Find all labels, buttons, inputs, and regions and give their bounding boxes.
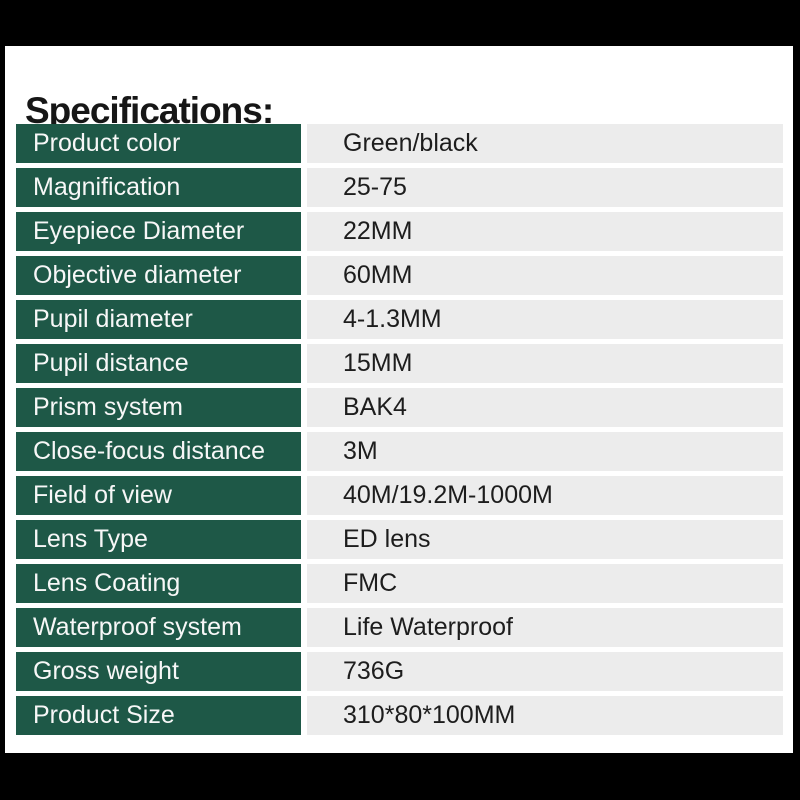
spec-label: Lens Type xyxy=(16,520,301,559)
spec-value: 60MM xyxy=(307,256,783,295)
spec-label: Product color xyxy=(16,124,301,163)
spec-label: Waterproof system xyxy=(16,608,301,647)
spec-value: 15MM xyxy=(307,344,783,383)
spec-value: Green/black xyxy=(307,124,783,163)
spec-value: 3M xyxy=(307,432,783,471)
table-row: Pupil distance 15MM xyxy=(16,344,783,383)
spec-value: Life Waterproof xyxy=(307,608,783,647)
spec-value: ED lens xyxy=(307,520,783,559)
table-row: Waterproof system Life Waterproof xyxy=(16,608,783,647)
spec-value: 40M/19.2M-1000M xyxy=(307,476,783,515)
table-row: Lens Type ED lens xyxy=(16,520,783,559)
spec-label: Objective diameter xyxy=(16,256,301,295)
spec-value: 4-1.3MM xyxy=(307,300,783,339)
table-row: Close-focus distance 3M xyxy=(16,432,783,471)
spec-label: Gross weight xyxy=(16,652,301,691)
spec-label: Lens Coating xyxy=(16,564,301,603)
spec-value: FMC xyxy=(307,564,783,603)
table-row: Magnification 25-75 xyxy=(16,168,783,207)
spec-value: 25-75 xyxy=(307,168,783,207)
table-row: Eyepiece Diameter 22MM xyxy=(16,212,783,251)
spec-value: 736G xyxy=(307,652,783,691)
table-row: Lens Coating FMC xyxy=(16,564,783,603)
spec-sheet: Specifications: Product color Green/black… xyxy=(5,46,793,753)
table-row: Gross weight 736G xyxy=(16,652,783,691)
spec-label: Pupil diameter xyxy=(16,300,301,339)
table-row: Product Size 310*80*100MM xyxy=(16,696,783,735)
spec-label: Field of view xyxy=(16,476,301,515)
spec-label: Product Size xyxy=(16,696,301,735)
spec-value: 310*80*100MM xyxy=(307,696,783,735)
spec-label: Eyepiece Diameter xyxy=(16,212,301,251)
table-row: Field of view 40M/19.2M-1000M xyxy=(16,476,783,515)
table-row: Product color Green/black xyxy=(16,124,783,163)
spec-value: BAK4 xyxy=(307,388,783,427)
page-title: Specifications: xyxy=(25,89,274,131)
table-row: Objective diameter 60MM xyxy=(16,256,783,295)
spec-label: Magnification xyxy=(16,168,301,207)
spec-label: Prism system xyxy=(16,388,301,427)
spec-table: Product color Green/black Magnification 25-… xyxy=(16,124,783,735)
table-row: Pupil diameter 4-1.3MM xyxy=(16,300,783,339)
table-row: Prism system BAK4 xyxy=(16,388,783,427)
spec-label: Close-focus distance xyxy=(16,432,301,471)
spec-label: Pupil distance xyxy=(16,344,301,383)
spec-value: 22MM xyxy=(307,212,783,251)
